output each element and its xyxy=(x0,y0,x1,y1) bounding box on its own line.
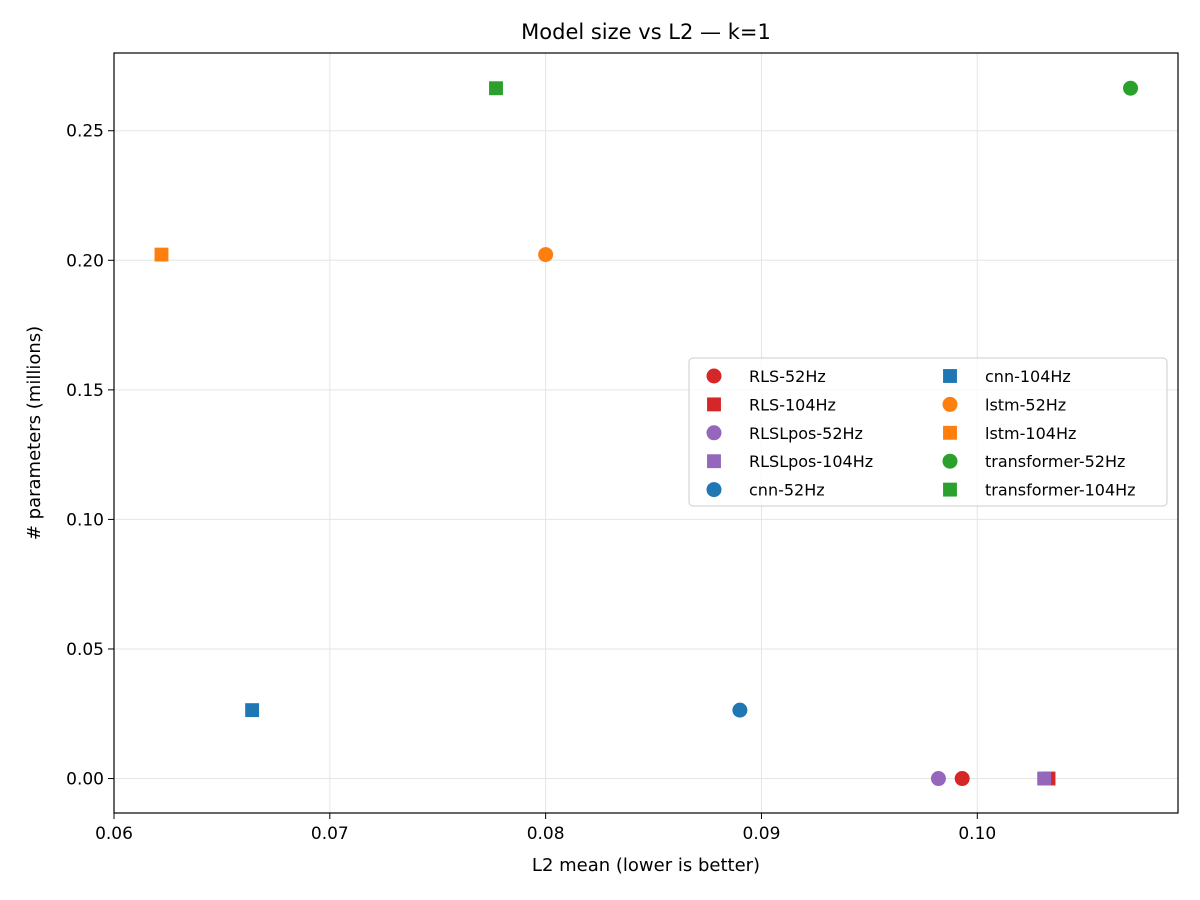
legend-marker-RLSLpos-52Hz xyxy=(706,425,722,441)
data-points xyxy=(154,80,1139,787)
data-point-transformer-104Hz xyxy=(489,81,503,96)
legend-label: transformer-104Hz xyxy=(985,481,1136,500)
x-tick-label: 0.10 xyxy=(958,824,996,844)
legend-marker-lstm-52Hz xyxy=(942,396,958,412)
y-tick-label: 0.00 xyxy=(66,770,104,790)
legend-label: lstm-52Hz xyxy=(985,395,1066,414)
legend-marker-transformer-104Hz xyxy=(943,482,957,497)
data-point-lstm-104Hz xyxy=(154,247,169,262)
x-tick-label: 0.09 xyxy=(743,824,781,844)
data-point-lstm-52Hz xyxy=(538,247,554,263)
y-tick-label: 0.20 xyxy=(66,251,104,271)
legend-marker-RLSLpos-104Hz xyxy=(707,454,721,469)
data-point-transformer-52Hz xyxy=(1123,80,1139,96)
x-tick-label: 0.07 xyxy=(311,824,349,844)
legend-marker-cnn-52Hz xyxy=(706,482,722,498)
x-axis-ticks: 0.06 0.07 0.08 0.09 0.10 xyxy=(95,813,996,844)
data-point-cnn-52Hz xyxy=(732,702,748,718)
legend-label: cnn-104Hz xyxy=(985,367,1071,386)
data-point-RLS-52Hz xyxy=(954,771,970,787)
x-tick-label: 0.06 xyxy=(95,824,133,844)
y-axis-ticks: 0.00 0.05 0.10 0.15 0.20 0.25 xyxy=(66,122,114,790)
legend-marker-cnn-104Hz xyxy=(943,369,957,383)
legend-marker-RLS-52Hz xyxy=(706,368,722,384)
chart-title: Model size vs L2 — k=1 xyxy=(521,20,771,44)
legend-label: cnn-52Hz xyxy=(749,481,825,500)
legend-marker-transformer-52Hz xyxy=(942,453,958,469)
legend-label: lstm-104Hz xyxy=(985,424,1076,443)
legend: RLS-52Hz RLS-104Hz RLSLpos-52Hz RLSLpos-104… xyxy=(688,357,1168,507)
data-point-cnn-104Hz xyxy=(245,703,260,718)
legend-label: RLSLpos-52Hz xyxy=(749,424,863,443)
legend-marker-RLS-104Hz xyxy=(707,397,721,412)
legend-box xyxy=(688,357,1168,507)
y-tick-label: 0.10 xyxy=(66,510,104,530)
y-tick-label: 0.15 xyxy=(66,381,104,401)
y-tick-label: 0.05 xyxy=(66,640,104,660)
legend-label: RLSLpos-104Hz xyxy=(749,452,873,471)
plot-frame xyxy=(113,52,1179,814)
legend-label: RLS-104Hz xyxy=(749,395,836,414)
legend-label: transformer-52Hz xyxy=(985,452,1125,471)
legend-label: RLS-52Hz xyxy=(749,367,826,386)
y-tick-label: 0.25 xyxy=(66,122,104,142)
data-point-RLSLpos-104Hz xyxy=(1037,771,1052,786)
x-tick-label: 0.08 xyxy=(527,824,565,844)
y-axis-label: # parameters (millions) xyxy=(24,326,45,540)
legend-marker-lstm-104Hz xyxy=(943,425,957,440)
x-axis-label: L2 mean (lower is better) xyxy=(532,855,760,876)
data-point-RLSLpos-52Hz xyxy=(930,771,946,787)
